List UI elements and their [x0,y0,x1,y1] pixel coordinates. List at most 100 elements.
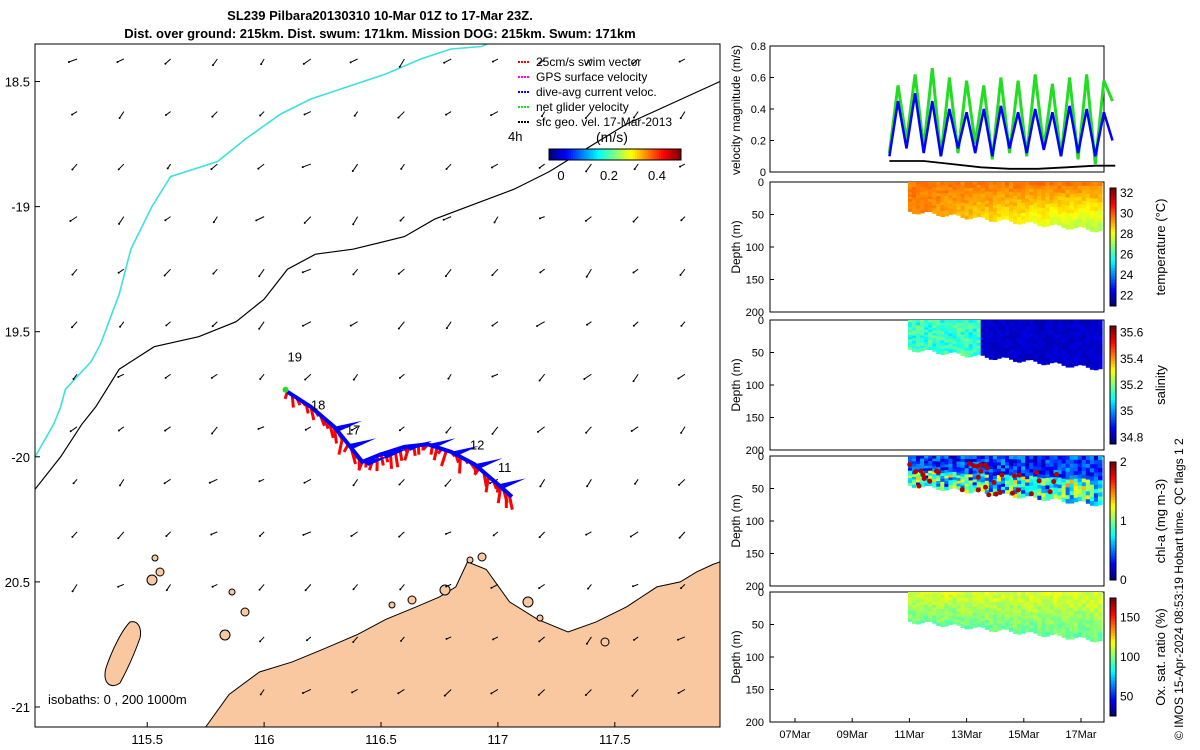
speed-colorbar-cell [661,149,664,160]
heatmap-cell [1057,491,1063,497]
heatmap-cell [988,323,994,328]
heatmap-cell [1004,213,1010,217]
heatmap-cell [1049,623,1055,629]
heatmap-cell [1053,595,1059,600]
heatmap-cell [932,612,937,616]
heatmap-cell [1045,628,1051,634]
heatmap-cell [1021,354,1026,359]
heatmap-cell [1004,474,1010,479]
heatmap-cell [1025,356,1030,361]
heatmap-cell [1093,182,1099,187]
arrow-head [678,483,681,486]
heatmap-cell [948,456,954,460]
heatmap-cell [956,605,962,610]
heatmap-cell [1033,612,1038,617]
heatmap-cell [1065,479,1071,485]
heatmap-cell [960,184,966,189]
arrow-shaft [539,373,546,381]
arrow-head [491,375,494,378]
heatmap-cell [1025,456,1030,460]
arrow-head [400,639,403,642]
heatmap-cell [1089,596,1095,601]
heatmap-cell [1093,493,1099,499]
heatmap-cell [932,345,937,350]
heatmap-cell [1065,475,1071,481]
heatmap-cell [920,325,925,329]
arrow-shaft [680,111,686,119]
velocity-arrow [538,58,545,65]
heatmap-cell [1065,607,1071,613]
heatmap-cell [1069,185,1075,191]
heatmap-cell [1013,347,1018,352]
colorbar-cell [1110,255,1116,260]
heatmap-cell [1041,599,1047,604]
heatmap-cell [1045,621,1051,626]
heatmap-cell [1057,221,1063,226]
heatmap-cell [928,186,933,190]
chl-hotspot [1016,472,1022,478]
heatmap-cell [1021,476,1026,481]
heatmap-cell [936,461,941,465]
legend-item: 25cm/s swim vector [536,55,641,69]
colorbar-cell [1110,577,1116,581]
heatmap-cell [952,205,958,210]
heatmap-cell [960,199,966,204]
heatmap-cell [1004,185,1010,189]
colorbar-cell [1110,642,1116,646]
velocity-arrow [491,321,499,327]
velocity-arrow [678,478,686,486]
heatmap-cell [972,592,978,596]
heatmap-cell [1097,596,1103,601]
heatmap-cell [992,465,998,470]
heatmap-cell [1065,359,1071,364]
heatmap-cell [1077,345,1083,351]
heatmap-cell [1097,336,1103,341]
dive-avg-vector [427,438,456,449]
heatmap-cell [1053,602,1059,607]
heatmap-cell [1017,599,1022,604]
heatmap-cell [936,594,941,599]
heatmap-cell [1029,336,1034,341]
velocity-arrow [398,426,405,432]
heatmap-cell [1061,215,1067,221]
velocity-arrow [678,58,686,63]
heatmap-cell [1093,336,1099,342]
heatmap-cell [948,610,954,615]
velocity-arrow [631,583,639,588]
heatmap-cell [952,469,958,473]
heatmap-cell [1049,599,1055,604]
heatmap-cell [968,326,974,330]
speed-colorbar-cell [606,149,609,160]
heatmap-cell [1081,463,1087,468]
heatmap-cell [936,605,941,610]
heatmap-cell [952,333,958,337]
heatmap-cell [932,476,937,480]
arrow-head [398,429,401,432]
heatmap-cell [976,339,982,344]
heatmap-cell [980,618,986,622]
heatmap-cell [1000,215,1006,220]
heatmap-cell [936,458,941,463]
heatmap-cell [936,592,941,596]
heatmap-cell [948,594,954,598]
chl-hotspot [927,478,933,484]
heatmap-cell [928,322,933,326]
heatmap-cell [976,609,982,613]
colorbar-cell [1110,710,1116,714]
heatmap-cell [1065,323,1071,329]
heatmap-cell [1041,489,1047,494]
arrow-shaft [630,531,639,537]
heatmap-cell [1053,185,1059,190]
heatmap-cell [948,349,954,353]
heatmap-cell [1073,599,1079,604]
heatmap-cell [907,196,913,200]
heatmap-cell [992,618,998,623]
arrow-head [116,60,119,63]
heatmap-cell [924,339,929,343]
heatmap-cell [976,600,982,605]
colorbar-tick-label: 34.8 [1120,430,1144,444]
heatmap-cell [984,182,990,186]
velocity-arrow [259,373,265,380]
velocity-arrow [352,584,359,591]
heatmap-cell [972,205,978,209]
